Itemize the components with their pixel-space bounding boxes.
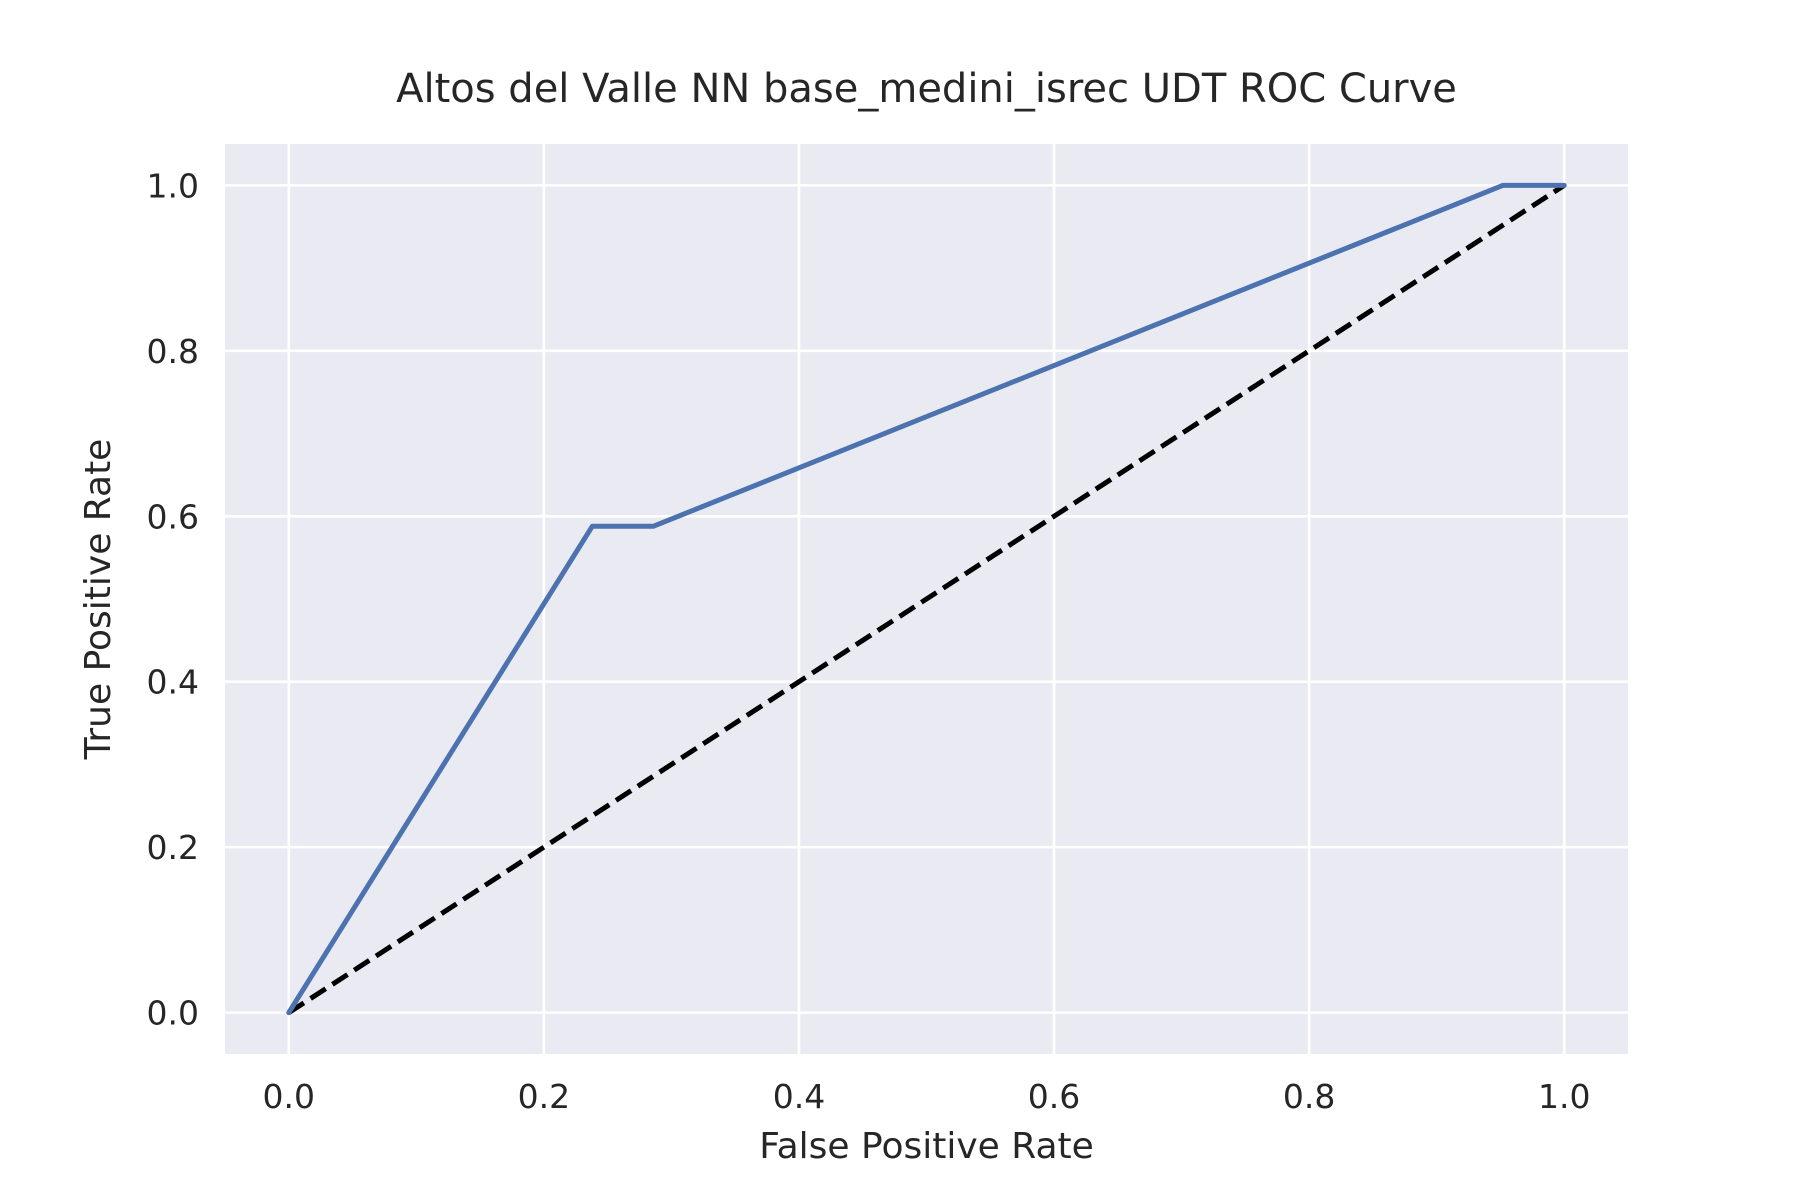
x-tick-label: 0.4 — [773, 1077, 825, 1116]
y-axis-label: True Positive Rate — [78, 439, 119, 761]
y-tick-label: 0.8 — [147, 332, 199, 371]
y-tick-label: 0.4 — [147, 663, 199, 702]
grid — [225, 144, 1628, 1054]
y-tick-labels: 0.0 0.2 0.4 0.6 0.8 1.0 — [147, 166, 199, 1032]
x-tick-label: 0.0 — [263, 1077, 315, 1116]
x-tick-label: 0.8 — [1283, 1077, 1335, 1116]
y-tick-label: 0.6 — [147, 497, 199, 536]
chance-diagonal-line — [287, 183, 1566, 1015]
x-tick-label: 0.6 — [1028, 1077, 1080, 1116]
x-axis-label: False Positive Rate — [759, 1126, 1094, 1167]
y-tick-label: 0.0 — [147, 994, 199, 1033]
x-tick-label: 1.0 — [1538, 1077, 1590, 1116]
y-tick-label: 1.0 — [147, 166, 199, 205]
x-tick-labels: 0.0 0.2 0.4 0.6 0.8 1.0 — [263, 1077, 1591, 1116]
series-layer — [286, 182, 1567, 1016]
x-tick-label: 0.2 — [518, 1077, 570, 1116]
chart-title: Altos del Valle NN base_medini_isrec UDT… — [396, 66, 1457, 112]
y-tick-label: 0.2 — [147, 828, 199, 867]
roc-curve-line — [286, 182, 1567, 1016]
